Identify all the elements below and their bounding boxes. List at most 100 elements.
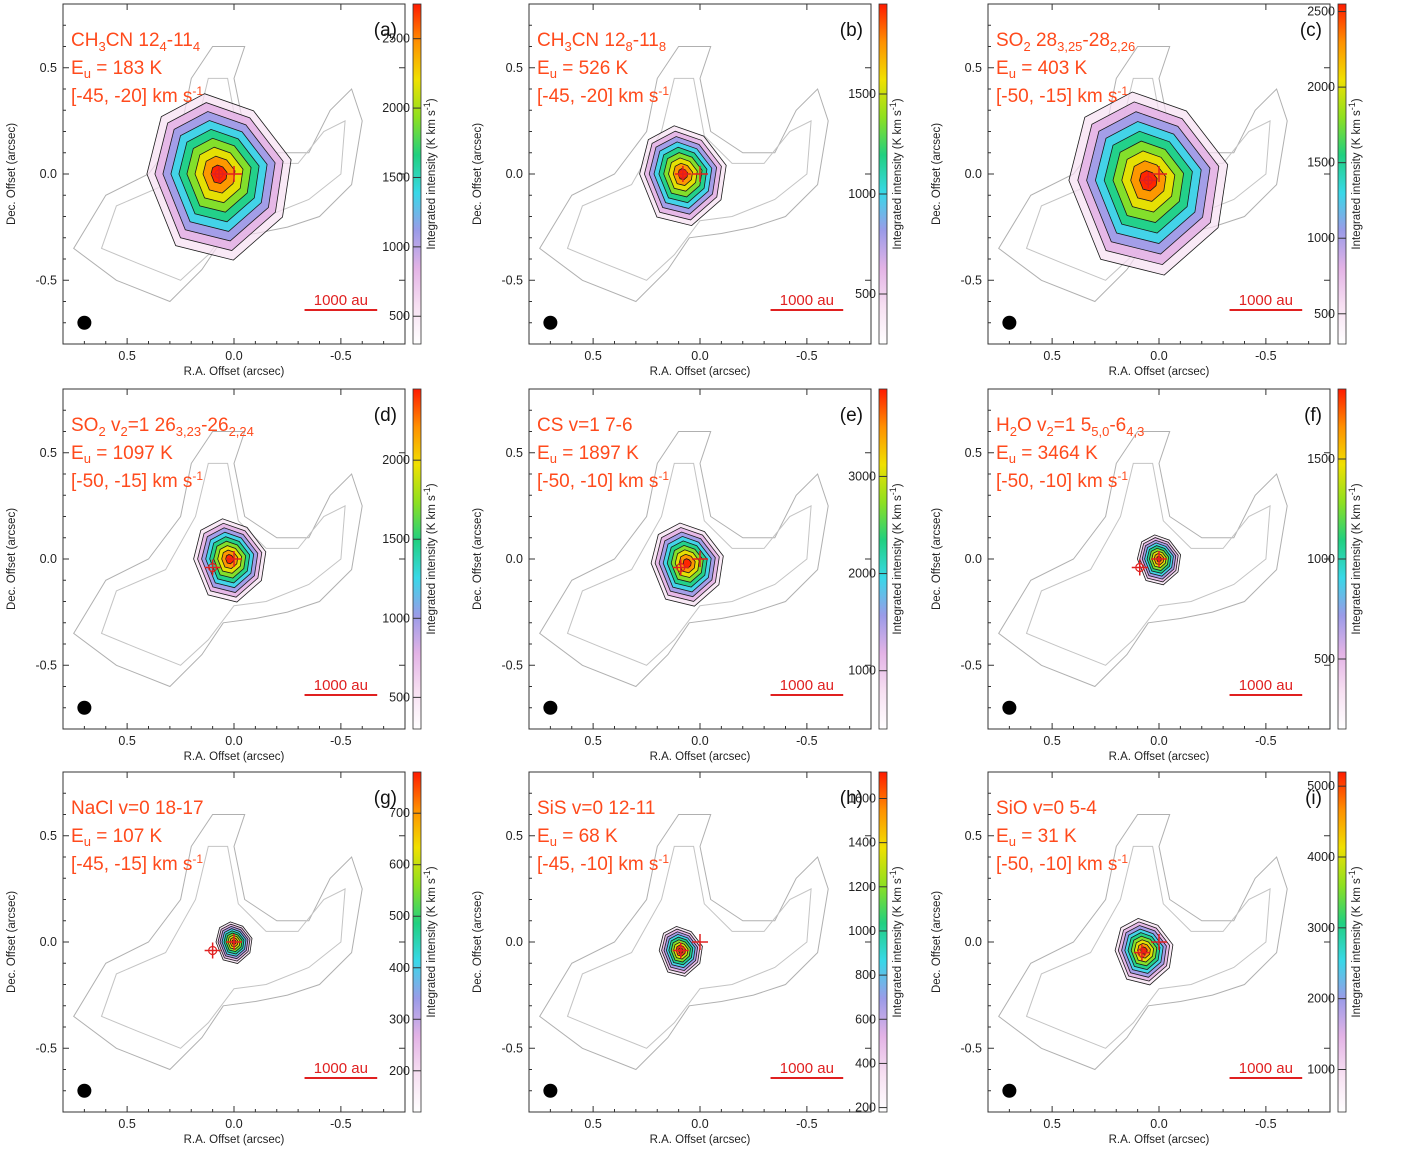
position-marker	[692, 166, 708, 182]
species-label-part: 2	[120, 424, 127, 439]
panel-svg: 1000 au 0.5 0.5 0.0 0.0 -0.5 -0.5 R.A. Offset (…	[6, 3, 438, 378]
species-label-part: 3	[564, 39, 571, 54]
position-marker	[692, 551, 708, 567]
beam-ellipse	[1002, 1083, 1017, 1098]
species-label-part: NaCl v=0 18-17	[71, 798, 204, 819]
y-axis-label: Dec. Offset (arcsec)	[931, 891, 943, 993]
upper-energy-label: Eu = 3464 K	[996, 443, 1098, 466]
species-label-part: =1 26	[128, 415, 176, 436]
species-label-part: SiO v=0 5-4	[996, 798, 1097, 819]
colorbar-tick-label: 400	[389, 961, 410, 975]
x-tick-label: 0.5	[584, 734, 601, 748]
y-tick-label: 0.0	[965, 935, 982, 949]
species-label-part: 8	[659, 39, 666, 54]
species-label-part: 3	[98, 39, 105, 54]
y-tick-label: 0.5	[965, 829, 982, 843]
envelope-contour	[1025, 845, 1271, 1049]
colorbar	[412, 388, 422, 730]
species-label-part: H	[996, 415, 1010, 436]
x-tick-label: -0.5	[796, 1117, 818, 1131]
x-tick-label: -0.5	[796, 349, 818, 363]
x-tick-label: 0.5	[118, 349, 135, 363]
scale-bar-label: 1000 au	[780, 677, 834, 694]
colorbar-tick-label: 500	[389, 309, 410, 323]
x-tick-label: 0.5	[118, 1117, 135, 1131]
x-axis-label: R.A. Offset (arcsec)	[1109, 751, 1210, 763]
panel-letter: (g)	[374, 788, 397, 809]
colorbar-tick-label: 4000	[1307, 850, 1335, 864]
y-tick-label: 0.0	[965, 552, 982, 566]
position-marker	[1140, 172, 1157, 189]
x-tick-label: -0.5	[330, 349, 352, 363]
species-label-part: -11	[167, 30, 193, 51]
x-tick-label: -0.5	[1255, 1117, 1277, 1131]
species-label: SO2 283,25-282,26	[996, 30, 1135, 54]
species-label-part: 5,0	[1091, 424, 1109, 439]
panel-letter: (h)	[840, 788, 863, 809]
species-label-part: 2,26	[1110, 39, 1135, 54]
colorbar-tick-label: 400	[855, 1056, 876, 1070]
scale-bar-label: 1000 au	[1239, 677, 1293, 694]
species-label-part: SO	[996, 30, 1023, 51]
species-label-part: 28	[1031, 30, 1057, 51]
colorbar-tick-label: 600	[389, 858, 410, 872]
colorbar-tick-label: 200	[389, 1064, 410, 1078]
y-axis-label: Dec. Offset (arcsec)	[6, 508, 18, 610]
x-tick-label: -0.5	[796, 734, 818, 748]
y-axis-label: Dec. Offset (arcsec)	[472, 891, 484, 993]
x-tick-label: 0.5	[1043, 1117, 1060, 1131]
y-tick-label: 0.5	[965, 446, 982, 460]
colorbar-tick-label: 300	[389, 1012, 410, 1026]
colorbar-tick-label: 500	[855, 287, 876, 301]
species-label-part: 2	[1023, 39, 1030, 54]
panel-letter: (e)	[840, 405, 863, 426]
colorbar	[412, 3, 422, 345]
panel-a: 1000 au 0.5 0.5 0.0 0.0 -0.5 -0.5 R.A. Offset (…	[6, 3, 503, 384]
x-tick-label: 0.5	[1043, 734, 1060, 748]
upper-energy-label: Eu = 183 K	[71, 58, 163, 81]
panel-letter: (b)	[840, 20, 863, 41]
position-marker	[674, 166, 691, 182]
position-marker	[226, 934, 242, 950]
colorbar-label: Integrated intensity (K km s-1)	[1347, 98, 1363, 249]
species-label-part: 4,3	[1126, 424, 1144, 439]
position-marker	[226, 166, 242, 182]
envelope-contour	[998, 814, 1288, 1071]
x-tick-label: -0.5	[330, 734, 352, 748]
colorbar-tick-label: 1500	[382, 170, 410, 184]
y-tick-label: -0.5	[960, 658, 982, 672]
scale-bar-label: 1000 au	[780, 1060, 834, 1077]
y-tick-label: 0.0	[40, 552, 57, 566]
species-label-part: 8	[626, 39, 633, 54]
x-tick-label: 0.0	[1150, 349, 1167, 363]
y-tick-label: 0.5	[506, 61, 523, 75]
colorbar-tick-label: 2000	[382, 453, 410, 467]
species-label: CH3CN 124-114	[71, 30, 200, 54]
x-tick-label: -0.5	[1255, 734, 1277, 748]
y-tick-label: -0.5	[960, 273, 982, 287]
colorbar-tick-label: 200	[855, 1101, 876, 1115]
position-marker	[692, 934, 708, 950]
colorbar-label: Integrated intensity (K km s-1)	[888, 866, 904, 1017]
panel-i: 1000 au 0.5 0.5 0.0 0.0 -0.5 -0.5 R.A. Offset (…	[931, 771, 1421, 1152]
colorbar-tick-label: 2000	[1307, 992, 1335, 1006]
panel-svg: 1000 au 0.5 0.5 0.0 0.0 -0.5 -0.5 R.A. Offset (…	[931, 3, 1363, 378]
envelope-contour	[100, 462, 346, 666]
position-marker	[204, 559, 221, 576]
colorbar-tick-label: 1000	[848, 187, 876, 201]
y-tick-label: 0.0	[965, 167, 982, 181]
species-label-part: 2	[1047, 424, 1054, 439]
colorbar-tick-label: 600	[855, 1012, 876, 1026]
y-tick-label: 0.0	[40, 167, 57, 181]
panel-g: 1000 au 0.5 0.5 0.0 0.0 -0.5 -0.5 R.A. Offset (…	[6, 771, 503, 1152]
panel-d: 1000 au 0.5 0.5 0.0 0.0 -0.5 -0.5 R.A. Offset (…	[6, 388, 503, 769]
panel-svg: 1000 au 0.5 0.5 0.0 0.0 -0.5 -0.5 R.A. Offset (…	[931, 771, 1363, 1146]
beam-ellipse	[77, 315, 92, 330]
x-axis-label: R.A. Offset (arcsec)	[184, 751, 285, 763]
x-tick-label: -0.5	[330, 1117, 352, 1131]
y-tick-label: 0.0	[506, 552, 523, 566]
panel-c: 1000 au 0.5 0.5 0.0 0.0 -0.5 -0.5 R.A. Offset (…	[931, 3, 1421, 384]
colorbar-tick-label: 1400	[848, 836, 876, 850]
y-tick-label: 0.5	[965, 61, 982, 75]
